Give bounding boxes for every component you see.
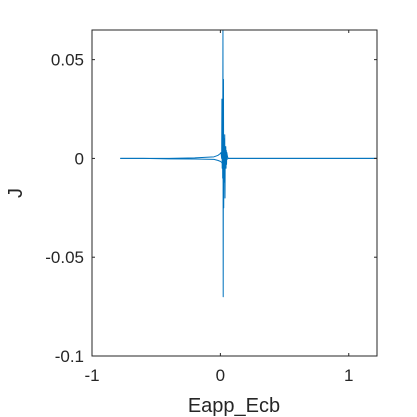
x-axis-label: Eapp_Ecb	[188, 395, 280, 417]
y-axis-label: J	[5, 188, 27, 198]
x-tick-label: 0	[216, 366, 225, 385]
x-tick-label: 1	[344, 366, 353, 385]
x-tick-label: -1	[84, 366, 99, 385]
plot-area	[92, 30, 377, 356]
y-tick-label: -0.1	[55, 347, 84, 366]
plot-frame	[91, 29, 378, 357]
y-tick-label: 0.05	[51, 51, 84, 70]
y-tick-label: -0.05	[45, 248, 84, 267]
series-line-2	[120, 157, 377, 165]
series-layer	[120, 29, 377, 298]
tick-layer: -1 0 1 0.05 0 -0.05 -0.1	[45, 30, 377, 385]
y-tick-label: 0	[75, 149, 84, 168]
